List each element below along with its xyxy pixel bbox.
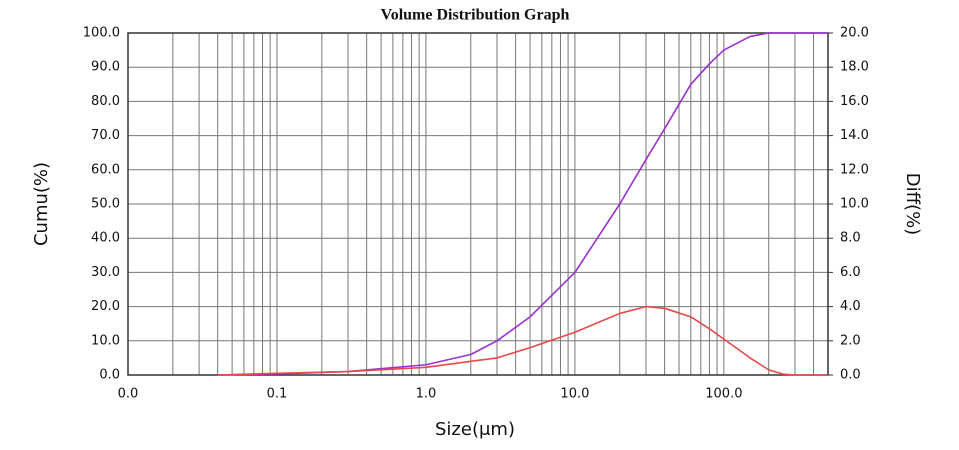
y2-tick-label: 10.0: [840, 197, 869, 212]
y2-tick-label: 14.0: [840, 128, 869, 143]
series-line: [217, 305, 828, 376]
x-tick-label: 10.0: [560, 387, 589, 402]
y-tick-label: 40.0: [91, 231, 120, 246]
y2-axis-title: Diff(%): [902, 173, 923, 235]
x-tick-label: 0.1: [267, 387, 288, 402]
y-tick-label: 30.0: [91, 265, 120, 280]
x-tick-label: 1.0: [416, 387, 437, 402]
plot-frame: [127, 32, 829, 376]
y2-tick-label: 16.0: [840, 94, 869, 109]
y-axis-title: Cumu(%): [31, 162, 52, 246]
y-tick-label: 0.0: [99, 368, 120, 383]
y-tick-label: 50.0: [91, 197, 120, 212]
y2-tick-label: 6.0: [840, 265, 861, 280]
y-tick-label: 20.0: [91, 299, 120, 314]
series-line: [217, 32, 828, 376]
y-tick-label: 80.0: [91, 94, 120, 109]
y-tick-label: 90.0: [91, 60, 120, 75]
chart-title: Volume Distribution Graph: [381, 7, 570, 24]
y-tick-label: 100.0: [83, 26, 120, 41]
y2-tick-label: 20.0: [840, 26, 869, 41]
y-tick-label: 70.0: [91, 128, 120, 143]
x-axis-title: Size(μm): [435, 419, 515, 440]
x-tick-label: 100.0: [705, 387, 742, 402]
y2-tick-label: 4.0: [840, 299, 861, 314]
y2-tick-label: 8.0: [840, 231, 861, 246]
y2-tick-label: 12.0: [840, 162, 869, 177]
y2-tick-label: 18.0: [840, 60, 869, 75]
y2-tick-label: 0.0: [840, 368, 861, 383]
x-tick-label: 0.0: [118, 387, 139, 402]
y-tick-label: 10.0: [91, 333, 120, 348]
y-tick-label: 60.0: [91, 162, 120, 177]
y2-tick-label: 2.0: [840, 333, 861, 348]
